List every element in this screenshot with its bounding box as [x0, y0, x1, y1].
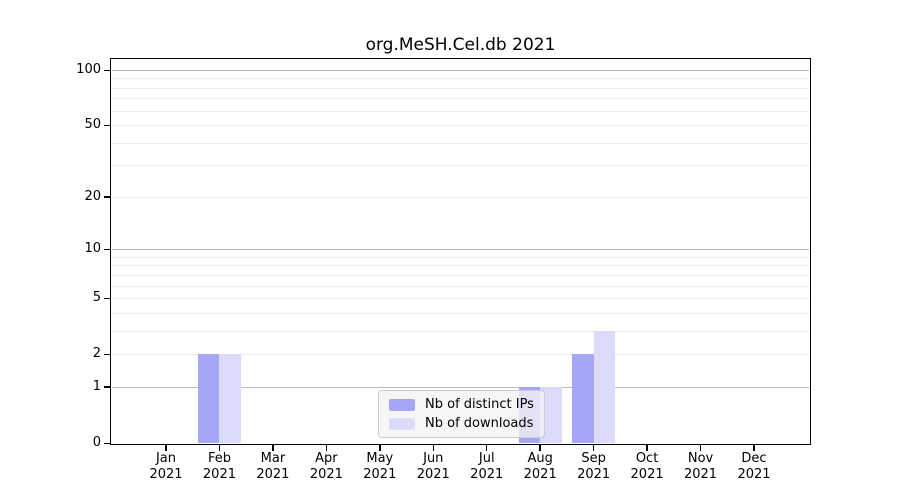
gridline-minor: [112, 125, 809, 127]
x-tick-label-may: May 2021: [363, 451, 397, 482]
legend-label-downloads: Nb of downloads: [425, 416, 534, 431]
y-tick-label: 10: [84, 241, 101, 257]
gridline-minor: [112, 142, 809, 144]
y-tick-label: 2: [92, 346, 101, 362]
y-tick-mark: [104, 248, 111, 251]
gridline-minor: [112, 330, 809, 332]
legend-item-distinct-ips: Nb of distinct IPs: [389, 397, 534, 412]
gridline-minor: [112, 312, 809, 314]
x-tick-label-feb: Feb 2021: [202, 451, 236, 482]
legend-swatch-distinct-ips-icon: [389, 398, 415, 411]
gridline-minor: [112, 298, 809, 300]
legend-label-distinct-ips: Nb of distinct IPs: [425, 397, 534, 412]
x-tick-label-aug: Aug 2021: [523, 451, 557, 482]
y-tick-mark: [104, 353, 111, 356]
y-tick-mark: [104, 297, 111, 300]
gridline-minor: [112, 98, 809, 100]
gridline-minor: [112, 265, 809, 267]
x-tick-label-apr: Apr 2021: [309, 451, 343, 482]
y-tick-label: 0: [92, 435, 101, 450]
x-tick-label-oct: Oct 2021: [630, 451, 664, 482]
bar-sep-distinct-ips: [572, 354, 594, 443]
gridline-minor: [112, 274, 809, 276]
gridline-decade: [112, 386, 809, 388]
x-tick-label-sep: Sep 2021: [577, 451, 611, 482]
y-tick-mark: [104, 442, 111, 444]
bar-sep-downloads: [593, 330, 616, 443]
y-tick-mark: [104, 386, 111, 388]
y-tick-mark: [104, 69, 111, 71]
legend-item-downloads: Nb of downloads: [389, 416, 534, 431]
x-tick-mark: [272, 444, 274, 451]
bar-feb-downloads: [219, 354, 241, 443]
x-tick-mark: [165, 444, 167, 451]
y-tick-mark: [104, 196, 111, 198]
y-tick-label: 20: [84, 188, 101, 204]
gridline-minor: [112, 110, 809, 112]
x-tick-mark: [699, 444, 702, 451]
y-tick-label: 1: [92, 378, 101, 394]
gridline-minor: [112, 196, 809, 198]
gridline-minor: [112, 354, 809, 356]
x-tick-label-jan: Jan 2021: [149, 451, 183, 482]
y-tick-label: 50: [84, 117, 101, 133]
gridline-minor: [112, 256, 809, 258]
y-tick-mark: [104, 124, 111, 127]
gridline-minor: [112, 285, 809, 287]
gridline-decade: [112, 70, 809, 71]
y-tick-label: 5: [92, 290, 101, 306]
x-tick-mark: [325, 444, 328, 451]
x-tick-label-jun: Jun 2021: [416, 451, 450, 482]
x-tick-mark: [539, 444, 541, 451]
legend: Nb of distinct IPs Nb of downloads: [378, 390, 545, 438]
x-tick-mark: [218, 444, 221, 451]
chart-title: org.MeSH.Cel.db 2021: [365, 35, 556, 55]
gridline-minor: [112, 165, 809, 167]
y-tick-label: 100: [76, 62, 101, 77]
x-tick-mark: [592, 444, 595, 451]
x-tick-label-jul: Jul 2021: [470, 451, 504, 482]
x-tick-mark: [379, 444, 381, 451]
x-tick-label-mar: Mar 2021: [256, 451, 290, 482]
x-tick-mark: [646, 444, 648, 451]
x-tick-mark: [432, 444, 435, 451]
gridline-minor: [112, 78, 809, 80]
bar-feb-distinct-ips: [197, 354, 220, 443]
gridline-minor: [112, 87, 809, 89]
legend-swatch-downloads-icon: [389, 417, 415, 430]
gridline-decade: [112, 249, 809, 251]
x-tick-mark: [753, 444, 755, 451]
bar-aug-downloads: [540, 386, 562, 443]
x-tick-label-dec: Dec 2021: [737, 451, 771, 482]
x-tick-mark: [485, 444, 488, 451]
x-tick-label-nov: Nov 2021: [683, 451, 718, 482]
